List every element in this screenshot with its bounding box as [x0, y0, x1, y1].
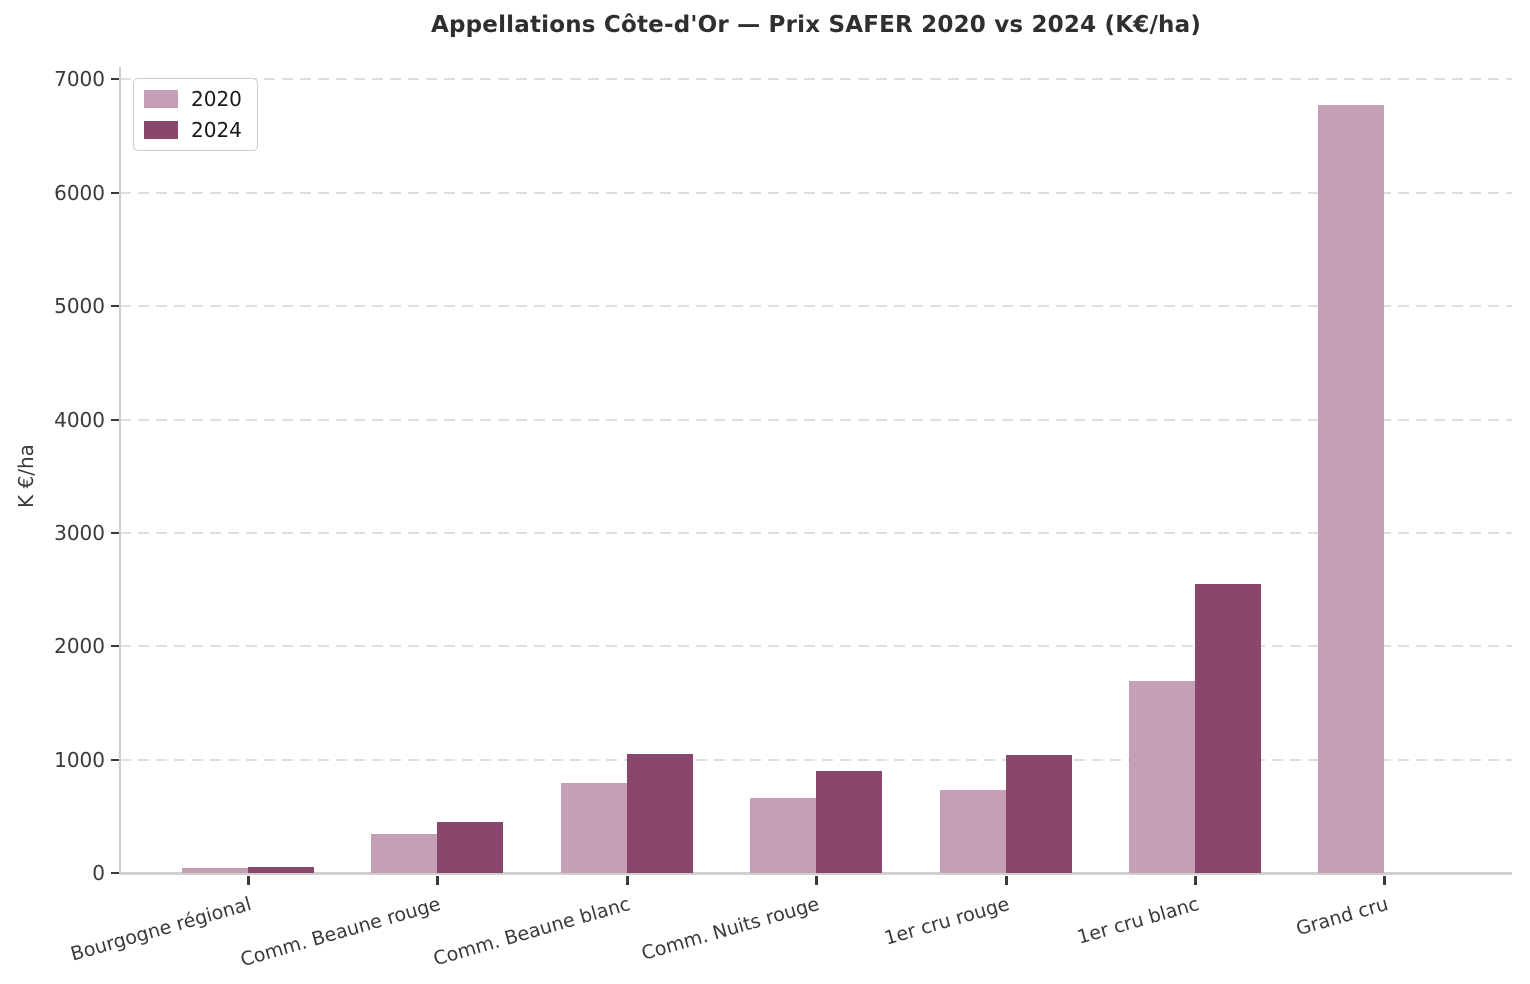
gridline-3000 — [120, 531, 1512, 534]
bar-2024-comm-beaune-blanc — [626, 753, 693, 873]
x-tick-label-comm-nuits-rouge: Comm. Nuits rouge — [639, 893, 823, 965]
gridline-2000 — [120, 645, 1512, 648]
bar-2020-grand-cru — [1318, 105, 1385, 873]
y-tick-mark-6000 — [111, 191, 120, 194]
y-tick-label-7000: 7000 — [54, 67, 105, 92]
bar-2024-bourgogne-regional — [248, 866, 314, 873]
x-tick-label-grand-cru: Grand cru — [1293, 893, 1391, 941]
x-tick-mark-comm-nuits-rouge — [815, 876, 819, 885]
x-tick-mark-comm-beaune-blanc — [625, 876, 629, 885]
bar-2020-comm-beaune-rouge — [371, 833, 438, 873]
x-tick-mark-bourgogne-regional — [247, 876, 250, 885]
y-tick-label-0: 0 — [92, 861, 105, 885]
legend-item-2024: 2024 — [144, 119, 242, 141]
y-tick-mark-5000 — [111, 305, 120, 308]
y-tick-mark-7000 — [111, 78, 120, 81]
legend-label: 2020 — [191, 87, 242, 111]
y-tick-label-2000: 2000 — [54, 634, 105, 659]
legend-label: 2024 — [191, 118, 242, 142]
legend-swatch-icon — [144, 121, 178, 139]
x-tick-label-comm-beaune-blanc: Comm. Beaune blanc — [431, 893, 633, 971]
legend-item-2020: 2020 — [144, 88, 242, 110]
x-tick-mark-comm-beaune-rouge — [436, 876, 440, 885]
bar-2024-comm-nuits-rouge — [816, 770, 883, 873]
y-tick-label-1000: 1000 — [54, 747, 105, 772]
y-tick-label-4000: 4000 — [54, 407, 105, 432]
bar-2024-comm-beaune-rouge — [437, 821, 504, 873]
bar-2020-comm-beaune-blanc — [560, 783, 627, 873]
bar-2024-1er-cru-blanc — [1195, 583, 1261, 873]
y-tick-mark-1000 — [111, 758, 120, 761]
y-tick-label-3000: 3000 — [54, 520, 105, 545]
x-tick-label-comm-beaune-rouge: Comm. Beaune rouge — [238, 893, 444, 972]
y-axis-spine — [119, 67, 121, 874]
gridline-6000 — [120, 191, 1512, 194]
gridline-7000 — [120, 78, 1512, 81]
y-axis-label: K €/ha — [14, 444, 38, 508]
x-axis-spine — [120, 872, 1512, 875]
legend: 2020 2024 — [133, 78, 258, 151]
bar-2020-1er-cru-blanc — [1129, 681, 1195, 873]
gridline-1000 — [120, 758, 1512, 761]
y-tick-mark-2000 — [111, 645, 120, 648]
x-tick-label-1er-cru-rouge: 1er cru rouge — [881, 893, 1012, 950]
gridline-5000 — [120, 305, 1512, 308]
y-tick-mark-4000 — [111, 418, 120, 421]
bar-2024-1er-cru-rouge — [1005, 755, 1072, 873]
bar-2020-1er-cru-rouge — [939, 790, 1006, 873]
gridline-4000 — [120, 418, 1512, 421]
x-tick-mark-1er-cru-blanc — [1194, 876, 1197, 885]
y-tick-mark-3000 — [111, 531, 120, 534]
bar-2020-bourgogne-regional — [182, 867, 248, 873]
y-tick-label-6000: 6000 — [54, 180, 105, 205]
legend-swatch-icon — [144, 90, 178, 108]
x-tick-mark-1er-cru-rouge — [1004, 876, 1008, 885]
bar-2020-comm-nuits-rouge — [750, 798, 817, 873]
x-tick-label-bourgogne-regional: Bourgogne régional — [68, 893, 255, 966]
y-tick-label-5000: 5000 — [54, 294, 105, 319]
y-tick-mark-0 — [111, 872, 120, 874]
x-tick-label-1er-cru-blanc: 1er cru blanc — [1074, 893, 1202, 949]
x-tick-mark-grand-cru — [1383, 876, 1387, 885]
chart-title: Appellations Côte-d'Or — Prix SAFER 2020… — [430, 12, 1202, 38]
